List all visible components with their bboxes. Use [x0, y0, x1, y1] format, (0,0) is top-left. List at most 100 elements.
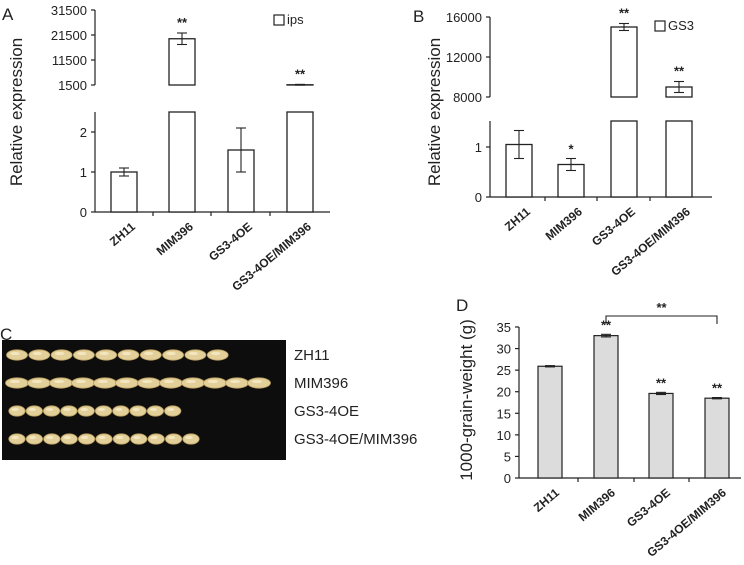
rice-grain-highlight — [150, 435, 158, 440]
chart-b-significance: ** — [674, 64, 685, 79]
panel-label-a: A — [2, 5, 14, 24]
rice-grain — [112, 405, 130, 417]
chart-b-legend-swatch — [654, 20, 666, 32]
rice-grain — [225, 377, 249, 389]
rice-grain-highlight — [119, 379, 131, 384]
rice-grain-highlight — [210, 351, 221, 356]
rice-grain — [139, 349, 162, 361]
rice-grain-highlight — [63, 435, 71, 440]
rice-grain-highlight — [185, 435, 193, 440]
chart-d-category-label: ZH11 — [531, 485, 562, 514]
chart-b-legend-label: GS3 — [668, 18, 694, 33]
rice-grain-highlight — [31, 379, 43, 384]
chart-d-bracket-label: ** — [656, 300, 667, 315]
grain-row-label: GS3-4OE/MIM396 — [294, 431, 417, 448]
rice-grain — [182, 433, 200, 445]
chart-d-tick-label: 10 — [497, 428, 511, 443]
chart-d-tick-label: 25 — [497, 363, 511, 378]
chart-a-bar-lower-part — [286, 111, 314, 213]
rice-grain — [206, 349, 229, 361]
chart-d-significance: ** — [601, 317, 612, 332]
rice-grain-highlight — [97, 407, 106, 412]
rice-grain — [146, 405, 164, 417]
chart-a-category-label: MIM396 — [154, 219, 196, 258]
chart-a-bar-lower-part — [168, 111, 196, 213]
chart-d-ylabel: 1000-grain-weight (g) — [457, 319, 476, 481]
rice-grain-highlight — [75, 379, 87, 384]
rice-grain-highlight — [11, 407, 19, 412]
rice-grain-highlight — [9, 379, 21, 384]
rice-grain — [50, 349, 73, 361]
rice-grain-highlight — [167, 407, 175, 412]
chart-a-legend-swatch — [273, 14, 285, 26]
rice-grain-highlight — [133, 435, 141, 440]
rice-grain-highlight — [80, 435, 89, 440]
chart-d-bar — [648, 392, 674, 479]
chart-b-tick-label: 12000 — [446, 50, 482, 65]
rice-grain-highlight — [149, 407, 158, 412]
chart-d-bar — [704, 397, 730, 479]
chart-d-category-label: GS3-4OE — [624, 486, 673, 530]
rice-grain-highlight — [167, 435, 176, 440]
rice-grain — [77, 405, 95, 417]
chart-d-bar — [593, 335, 619, 479]
chart-b-significance: * — [568, 142, 574, 157]
rice-grain — [95, 349, 118, 361]
rice-grain-highlight — [115, 407, 123, 412]
chart-d-tick-label: 0 — [504, 471, 511, 486]
rice-grain-highlight — [132, 407, 140, 412]
chart-a-significance: ** — [295, 66, 306, 81]
rice-grain — [117, 349, 140, 361]
rice-grain — [93, 377, 117, 389]
chart-d-significance-bracket — [605, 315, 718, 324]
rice-grain — [8, 433, 26, 445]
rice-grain-highlight — [98, 435, 106, 440]
chart-b-bar-lower-part — [610, 120, 638, 198]
chart-a-bar-upper-part — [168, 38, 196, 86]
chart-d-bar — [537, 365, 563, 479]
chart-d-tick-label: 30 — [497, 342, 511, 357]
rice-grain — [60, 405, 78, 417]
rice-grain — [159, 377, 183, 389]
rice-grain — [43, 433, 61, 445]
rice-grain — [73, 349, 95, 361]
rice-grain-highlight — [207, 379, 219, 384]
chart-d-tick-label: 20 — [497, 385, 511, 400]
chart-a: Relative expression ips 0121500115002150… — [7, 3, 330, 294]
rice-grain-highlight — [141, 379, 153, 384]
chart-d-significance: ** — [656, 375, 667, 390]
rice-grain — [71, 377, 95, 389]
chart-d-tick-label: 5 — [504, 449, 511, 464]
rice-grain — [27, 377, 51, 389]
chart-d: 1000-grain-weight (g) 0 5 10 15 20 25 30 35 ZH11… — [457, 300, 741, 560]
rice-grain-highlight — [80, 407, 88, 412]
rice-grain — [6, 349, 28, 361]
chart-b: Relative expression GS3 0 1 8000 12000 16000… — [425, 6, 712, 279]
rice-grain-highlight — [185, 379, 197, 384]
chart-a-tick-label: 11500 — [52, 53, 87, 68]
chart-b-bar-lower-part — [665, 120, 693, 198]
chart-a-bar — [110, 171, 138, 213]
rice-grain-highlight — [63, 407, 71, 412]
chart-a-tick-label: 21500 — [51, 28, 87, 43]
rice-grain-highlight — [45, 407, 54, 412]
rice-grain — [112, 433, 131, 445]
chart-b-category-label: ZH11 — [502, 204, 533, 233]
rice-grain — [49, 377, 73, 389]
rice-grain-highlight — [53, 379, 65, 384]
rice-grain — [130, 433, 148, 445]
rice-grain — [147, 433, 165, 445]
rice-grain — [129, 405, 147, 417]
rice-grain-highlight — [251, 379, 263, 384]
rice-grain-highlight — [97, 379, 109, 384]
chart-a-tick-label: 31500 — [51, 3, 87, 18]
rice-grain — [95, 433, 113, 445]
rice-grain — [162, 349, 185, 361]
chart-b-significance: ** — [619, 6, 630, 21]
rice-grain-highlight — [229, 379, 241, 384]
rice-grain-highlight — [54, 351, 65, 356]
grain-row-label: MIM396 — [294, 375, 348, 392]
rice-grain — [25, 405, 43, 417]
chart-a-category-label: ZH11 — [107, 219, 138, 248]
rice-grain — [25, 433, 44, 445]
